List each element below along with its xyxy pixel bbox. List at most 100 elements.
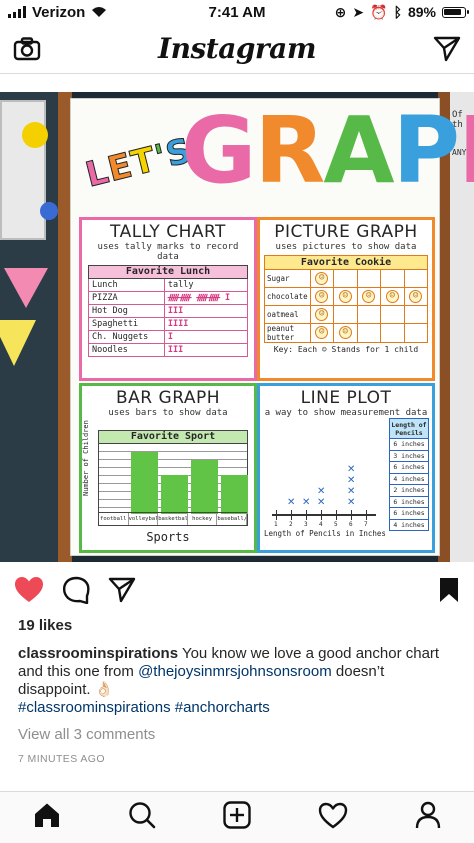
post-caption: classroominspirations You know we love a… (18, 645, 458, 717)
save-button[interactable] (438, 577, 460, 608)
title-graph-letter: A (323, 97, 394, 204)
lineplot-x-mark: ✕ (317, 497, 326, 508)
tally-table-title: Favorite Lunch (88, 264, 248, 279)
bar-hockey (190, 459, 218, 514)
nav-home[interactable] (33, 802, 61, 833)
lineplot-x-mark: ✕ (317, 486, 326, 497)
pencil-length-cell: 6 inches (389, 507, 429, 520)
caption-text-2: doesn’t disappoint. 👌🏻 (18, 663, 385, 698)
lineplot-tick (306, 510, 307, 520)
nav-profile[interactable] (415, 801, 441, 834)
bar-table-title: Favorite Sport (99, 431, 247, 444)
cookie-cell: ☺ (333, 286, 358, 306)
cookie-cell (380, 322, 405, 343)
anchor-chart: LET'S GRAPH TALLY CHART uses tally marks… (70, 98, 474, 556)
location-icon: ➤ (352, 3, 365, 20)
cookie-item: peanut butter (264, 322, 311, 343)
comment-button[interactable] (62, 576, 90, 609)
title-graph-letter: G (181, 97, 257, 204)
post-image[interactable]: Of th ANYON LET'S GRAPH TALLY CHART uses… (0, 92, 474, 562)
nav-search[interactable] (128, 801, 156, 834)
camera-icon (13, 36, 41, 60)
bar-basketball (160, 475, 188, 514)
signal-icon (8, 6, 26, 18)
bar-category-label: football (99, 513, 129, 525)
lineplot-tick (351, 510, 352, 520)
nav-new-post[interactable] (223, 801, 251, 834)
tally-row: Spaghetti IIII (88, 316, 249, 331)
tally-item: Hot Dog (88, 303, 165, 318)
cookie-cell (356, 268, 382, 288)
bar-subtitle: uses bars to show data (108, 407, 228, 418)
caption-username[interactable]: classroominspirations (18, 645, 179, 662)
tally-row: Hot Dog III (88, 303, 249, 318)
pencil-length-cell: 4 inches (389, 518, 429, 531)
lineplot-tick-label: 4 (319, 521, 323, 528)
tally-marks: ᚏᚏ ᚏᚏ I (163, 290, 249, 305)
chart-title: LET'S GRAPH (77, 103, 474, 213)
lineplot-xlabel: Length of Pencils in Inches (264, 529, 386, 538)
view-comments-link[interactable]: View all 3 comments (18, 726, 156, 743)
pencil-length-cell: 6 inches (389, 461, 429, 474)
lineplot-x-mark: ✕ (347, 497, 356, 508)
cookie-cell (356, 322, 382, 343)
picture-title: PICTURE GRAPH (274, 222, 418, 242)
lineplot-tick-label: 7 (364, 521, 368, 528)
bar-title: BAR GRAPH (116, 388, 220, 408)
alarm-icon: ⏰ (370, 3, 388, 20)
app-header: Instagram (0, 24, 474, 74)
smiley-face-icon: ☺ (338, 326, 352, 340)
cookie-cell (333, 268, 358, 288)
caption-mention[interactable]: @thejoysinmrsjohnsonsroom (138, 663, 332, 680)
caption-hashtags[interactable]: #classroominspirations #anchorcharts (18, 699, 270, 716)
tally-marks: IIII (163, 316, 249, 331)
cookie-item: Sugar (264, 268, 311, 288)
camera-button[interactable] (12, 34, 42, 64)
direct-message-button[interactable] (432, 34, 462, 64)
cookie-cell (403, 304, 429, 324)
heart-filled-icon (15, 577, 43, 602)
comment-icon (62, 576, 90, 604)
bar-baseballsoftball (220, 475, 248, 514)
bluetooth-icon: ᛒ (393, 4, 402, 20)
share-button[interactable] (108, 577, 136, 608)
lineplot-x-mark: ✕ (347, 464, 356, 475)
post-timestamp: 7 MINUTES AGO (18, 753, 105, 765)
lineplot-area: 1 2 ✕ 3 ✕ 4 ✕ ✕ 5 6 ✕ ✕ ✕ ✕ 7 (260, 386, 432, 550)
like-count[interactable]: 19 likes (18, 617, 73, 634)
bar-category-label: volleyball (129, 513, 159, 525)
pencil-length-cell: 3 inches (389, 449, 429, 462)
cookie-item: chocolate (264, 286, 311, 306)
cookie-cell (403, 322, 429, 343)
cookie-cell: ☺ (309, 286, 335, 306)
smiley-face-icon: ☺ (315, 271, 329, 285)
picture-graph-section: PICTURE GRAPH uses pictures to show data… (257, 217, 435, 381)
cookie-cell: ☺ (309, 304, 335, 324)
search-icon (129, 802, 156, 829)
tally-marks: III (163, 342, 249, 357)
bar-ylabel: Number of Children (82, 420, 90, 496)
activity-heart-icon (318, 802, 347, 828)
cookie-row: peanut butter ☺ ☺ (264, 322, 429, 343)
pencil-length-cell: 4 inches (389, 472, 429, 485)
lineplot-title: LINE PLOT (300, 388, 392, 408)
tally-row: Noodles III (88, 342, 249, 357)
cookie-cell (356, 304, 382, 324)
tally-col-lunch: Lunch (88, 277, 165, 292)
like-button[interactable] (14, 576, 44, 608)
lineplot-axis (272, 514, 376, 516)
side-sign-text-top: Of th (452, 110, 463, 130)
home-icon (35, 803, 60, 827)
carrier-name: Verizon (32, 3, 86, 21)
smiley-face-icon: ☺ (385, 289, 399, 303)
cookie-cell: ☺ (356, 286, 382, 306)
cookie-item: oatmeal (264, 304, 311, 324)
lineplot-tick-label: 6 (349, 521, 353, 528)
smiley-face-icon: ☺ (315, 307, 329, 321)
lineplot-tick-label: 5 (334, 521, 338, 528)
nav-activity[interactable] (318, 802, 348, 834)
pencil-length-cell: 6 inches (389, 495, 429, 508)
profile-icon (415, 801, 440, 829)
cookie-row: chocolate ☺ ☺ ☺ ☺ ☺ (264, 286, 429, 306)
